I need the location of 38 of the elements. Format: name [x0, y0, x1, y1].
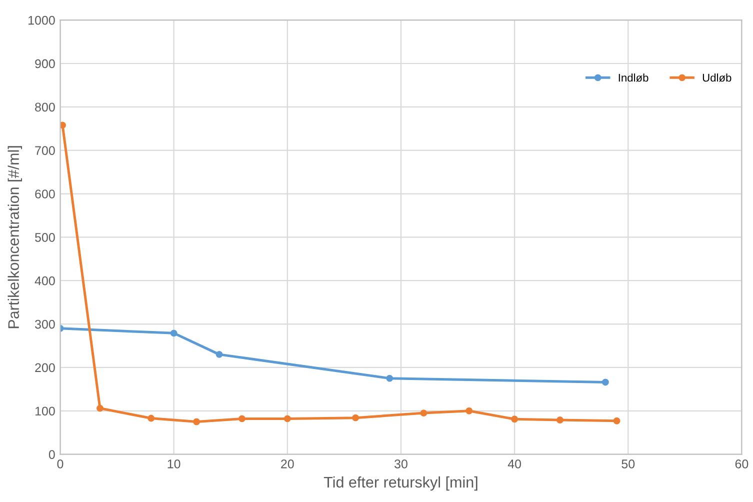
- point: [238, 415, 246, 422]
- legend-label: Udløb: [702, 74, 732, 82]
- point: [352, 414, 360, 422]
- x-tick-label: 30: [394, 460, 408, 468]
- y-tick-label: 1000: [28, 16, 55, 25]
- point: [466, 407, 473, 414]
- point: [170, 330, 178, 337]
- point: [386, 374, 394, 382]
- y-tick-label: 200: [35, 363, 55, 372]
- point: [60, 122, 66, 129]
- x-tick-label: 50: [622, 460, 635, 468]
- y-tick-label: 0: [48, 450, 55, 459]
- point: [284, 415, 291, 422]
- point: [602, 378, 609, 386]
- point: [556, 416, 564, 424]
- x-tick-label: 0: [57, 460, 64, 468]
- point: [511, 416, 518, 423]
- x-tick-label: 60: [735, 460, 748, 468]
- y-tick-label: 900: [35, 59, 55, 68]
- x-tick-label: 40: [508, 460, 522, 468]
- x-tick-label: 20: [281, 460, 294, 468]
- y-tick-label: 400: [34, 276, 55, 286]
- x-axis-title: Tid efter returskyl [min]: [324, 476, 478, 491]
- y-tick-label: 700: [35, 146, 55, 155]
- x-tick-label: 10: [168, 460, 180, 468]
- legend-label: Indløb: [618, 74, 648, 82]
- point: [96, 404, 104, 412]
- point: [420, 410, 428, 417]
- y-tick-label: 300: [35, 320, 55, 329]
- y-axis-title: Partikelkoncentration [#/ml]: [8, 146, 22, 328]
- y-tick-label: 500: [35, 232, 55, 242]
- y-tick-label: 800: [35, 102, 55, 112]
- point: [148, 414, 155, 422]
- point: [193, 418, 200, 426]
- y-tick-label: 100: [35, 406, 55, 416]
- point: [613, 417, 620, 424]
- point: [216, 350, 223, 358]
- y-tick-label: 600: [35, 190, 55, 198]
